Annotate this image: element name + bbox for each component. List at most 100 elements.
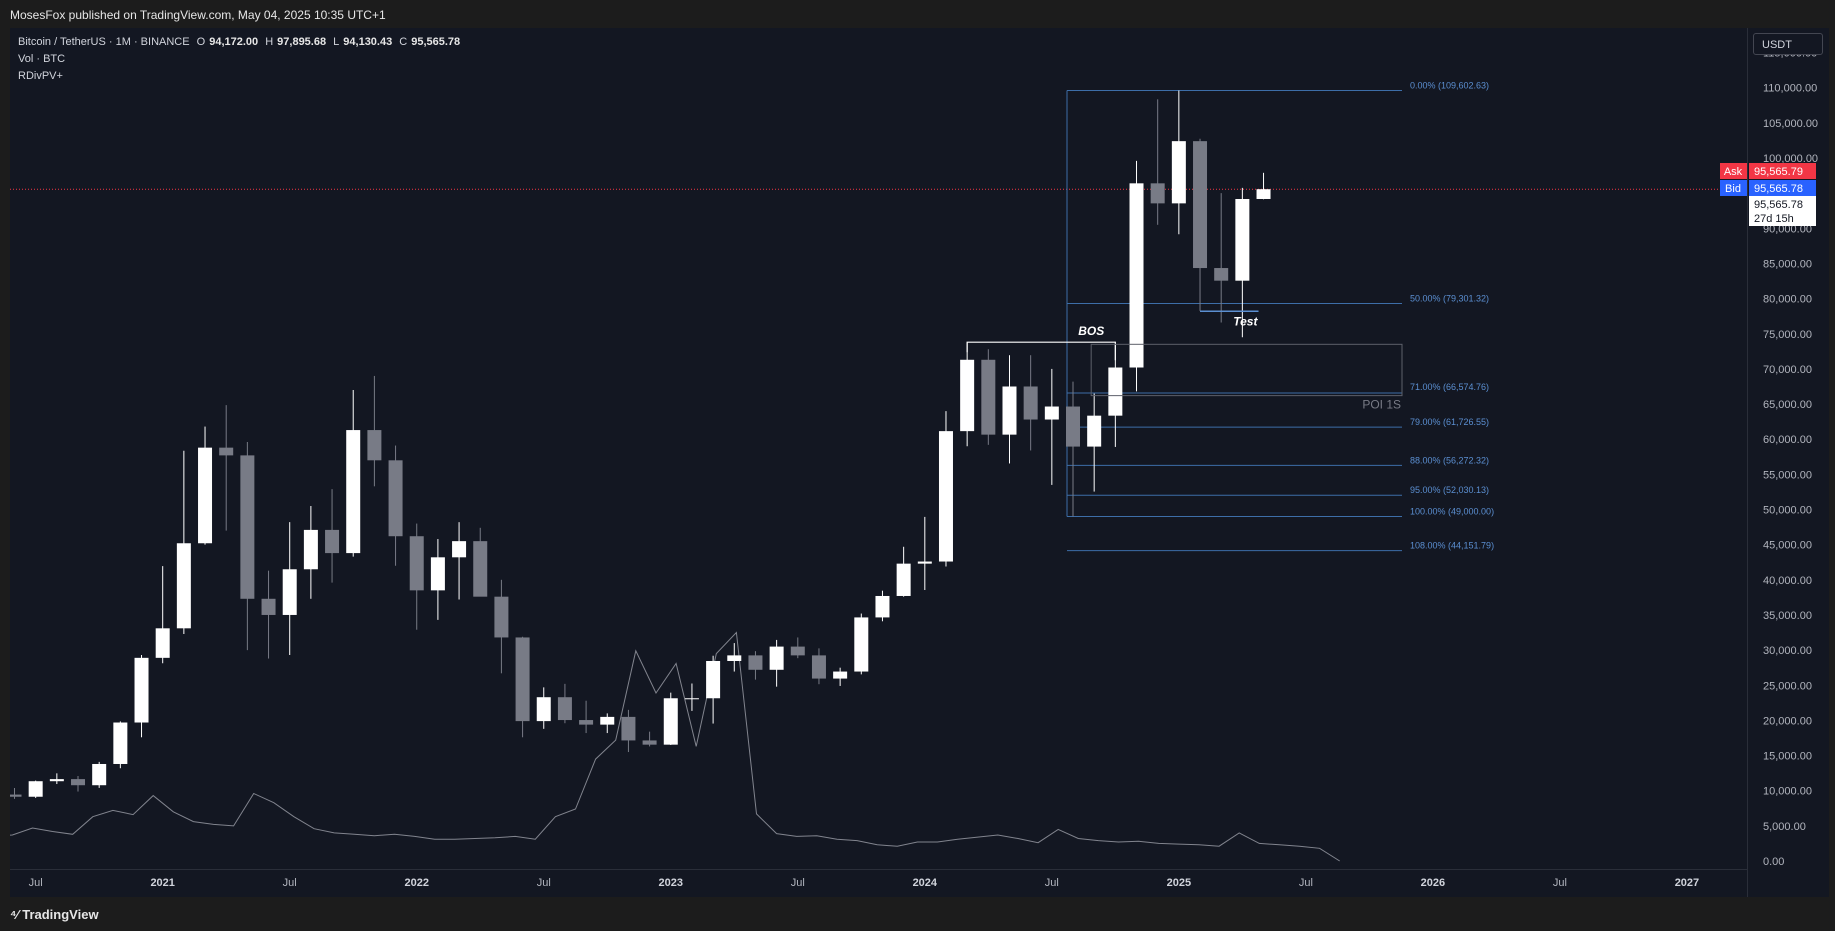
candle-body <box>346 430 361 554</box>
candle-body <box>494 596 509 638</box>
candle <box>28 780 43 798</box>
candle-body <box>282 569 297 615</box>
candle <box>1087 393 1102 492</box>
candle <box>790 637 805 659</box>
candle-body <box>1193 141 1208 269</box>
candle-body <box>600 716 615 725</box>
x-tick-label: Jul <box>791 877 805 889</box>
candle <box>875 590 890 622</box>
candle <box>367 375 382 487</box>
candle <box>854 613 869 675</box>
last-price-value: 95,565.78 <box>1754 199 1803 211</box>
candle-body <box>261 598 276 615</box>
x-tick-label: 2026 <box>1421 877 1445 889</box>
footer: ⁴⁄ TradingView <box>0 897 1835 931</box>
candle-body <box>176 543 191 629</box>
candle <box>473 527 488 597</box>
candle <box>960 342 975 447</box>
candle-body <box>219 447 234 456</box>
indicator-line <box>10 631 1340 862</box>
candle <box>1235 187 1250 338</box>
candle-body <box>1129 183 1144 368</box>
y-tick-label: 0.00 <box>1763 856 1784 868</box>
candle-body <box>325 529 340 554</box>
candle-body <box>49 779 64 782</box>
candle-body <box>579 720 594 725</box>
candle-body <box>1066 406 1080 447</box>
y-tick-label: 50,000.00 <box>1763 505 1812 517</box>
candle <box>706 655 721 724</box>
candle-body <box>621 716 636 741</box>
published-header: MosesFox published on TradingView.com, M… <box>0 0 1835 28</box>
y-tick-label: 5,000.00 <box>1763 821 1806 833</box>
candle <box>71 776 86 792</box>
y-tick-label: 80,000.00 <box>1763 294 1812 306</box>
time-axis[interactable] <box>10 869 1747 898</box>
legend-low: L 94,130.43 <box>333 36 393 48</box>
legend-open: O 94,172.00 <box>196 36 259 48</box>
y-tick-label: 100,000.00 <box>1763 153 1818 165</box>
published-text: MosesFox published on TradingView.com, M… <box>10 8 386 22</box>
candle <box>176 450 191 634</box>
candle-body <box>303 529 318 570</box>
y-tick-label: 65,000.00 <box>1763 399 1812 411</box>
candle-body <box>367 430 382 461</box>
candle-body <box>1023 386 1038 420</box>
candle-body <box>388 460 403 537</box>
candle <box>134 655 149 738</box>
candle-body <box>1235 199 1250 281</box>
candle <box>642 731 657 747</box>
candle-body <box>790 646 805 656</box>
legend-volume[interactable]: Vol · BTC <box>18 53 66 65</box>
candle <box>938 411 953 567</box>
candle <box>811 648 826 685</box>
candle <box>113 721 128 769</box>
y-tick-label: 20,000.00 <box>1763 715 1812 727</box>
bid-value: 95,565.78 <box>1754 183 1803 195</box>
chart-legend: Bitcoin / TetherUS · 1M · BINANCE O 94,17… <box>18 34 464 85</box>
tv-logo-icon: ⁴⁄ <box>10 907 23 922</box>
candle <box>198 426 213 545</box>
candle <box>1066 381 1080 517</box>
x-tick-label: Jul <box>1299 877 1313 889</box>
x-tick-label: 2023 <box>659 877 683 889</box>
bos-line <box>966 341 1116 361</box>
candle-body <box>515 637 530 722</box>
candle <box>600 713 615 734</box>
candle <box>92 761 107 788</box>
tradingview-logo[interactable]: ⁴⁄ TradingView <box>10 907 99 922</box>
candle <box>557 683 572 724</box>
candle <box>1129 160 1144 392</box>
candle <box>1214 193 1229 323</box>
x-tick-label: 2025 <box>1167 877 1191 889</box>
currency-button[interactable]: USDT <box>1753 33 1823 55</box>
candle-body <box>896 563 911 596</box>
candle <box>155 566 170 664</box>
candle-body <box>1087 415 1102 447</box>
chart-area[interactable] <box>10 28 1747 869</box>
candle-body <box>155 628 170 658</box>
fib-level-label: 95.00% (52,030.13) <box>1410 485 1489 495</box>
y-tick-label: 45,000.00 <box>1763 540 1812 552</box>
candle-body <box>452 541 467 558</box>
candle <box>494 579 509 674</box>
candle-body <box>663 698 678 745</box>
candle <box>1193 138 1208 311</box>
candle-body <box>769 646 784 670</box>
candle-body <box>536 697 551 722</box>
candle <box>748 651 763 680</box>
candle-body <box>1214 268 1229 281</box>
candle <box>896 546 911 597</box>
y-tick-label: 85,000.00 <box>1763 258 1812 270</box>
candle <box>579 700 594 734</box>
candle <box>325 489 340 583</box>
legend-indicator[interactable]: RDivPV+ <box>18 70 63 82</box>
candle <box>261 570 276 659</box>
candle <box>1023 355 1038 451</box>
x-tick-label: Jul <box>537 877 551 889</box>
fib-level-label: 108.00% (44,151.79) <box>1410 541 1494 551</box>
candle-body <box>1150 183 1165 204</box>
legend-close: C 95,565.78 <box>399 36 461 48</box>
candle <box>515 636 530 738</box>
candle-body <box>938 431 953 562</box>
